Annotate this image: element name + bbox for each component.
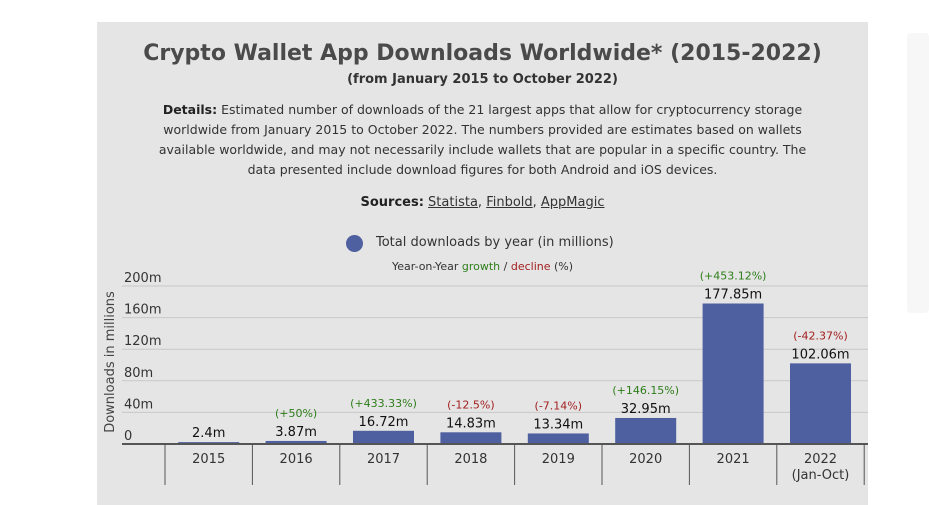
bar-2016 xyxy=(265,440,327,444)
sources-line: Sources: Statista, Finbold, AppMagic xyxy=(360,195,605,210)
y-axis-label: Downloads in millions xyxy=(103,291,118,433)
yoy-label: (-42.37%) xyxy=(793,329,848,342)
value-label: 177.85m xyxy=(704,287,762,302)
value-label: 102.06m xyxy=(791,347,849,362)
chart-subtitle: (from January 2015 to October 2022) xyxy=(347,72,618,87)
yoy-label: (+146.15%) xyxy=(612,384,679,397)
source-link-statista[interactable]: Statista xyxy=(428,195,478,210)
x-tick-label: 2019 xyxy=(542,452,575,467)
x-tick-label: 2016 xyxy=(280,452,313,467)
y-tick-label: 80m xyxy=(124,366,153,381)
infographic-panel: Crypto Wallet App Downloads Worldwide* (… xyxy=(97,22,868,505)
sources-label: Sources: xyxy=(360,195,424,210)
chart-title: Crypto Wallet App Downloads Worldwide* (… xyxy=(143,41,822,66)
value-label: 3.87m xyxy=(275,425,317,440)
details-label: Details: xyxy=(162,102,218,117)
yoy-label: (+433.33%) xyxy=(350,397,417,410)
y-tick-label: 40m xyxy=(124,397,153,412)
yoy-note: Year-on-Year growth / decline (%) xyxy=(97,260,868,273)
bar-2021 xyxy=(702,303,764,444)
yoy-label: (+453.12%) xyxy=(700,269,767,282)
legend-swatch xyxy=(346,235,363,252)
yoy-label: (-7.14%) xyxy=(535,399,583,412)
yoy-suffix: (%) xyxy=(550,260,574,273)
bar-2018 xyxy=(440,432,502,444)
side-panel-edge xyxy=(907,33,929,313)
yoy-separator: / xyxy=(500,260,511,273)
value-label: 2.4m xyxy=(192,426,225,441)
y-tick-label: 120m xyxy=(124,334,161,349)
x-tick-label: 2017 xyxy=(367,452,400,467)
y-tick-label: 200m xyxy=(124,271,161,286)
source-link-finbold[interactable]: Finbold xyxy=(486,195,533,210)
yoy-label: (+50%) xyxy=(275,407,317,420)
details-text: Estimated number of downloads of the 21 … xyxy=(158,102,807,177)
x-tick-label: 2018 xyxy=(454,452,487,467)
bar-chart: 0 40m 80m 120m 160m 200m Downloads in millions… xyxy=(103,269,868,485)
bar-2020 xyxy=(615,417,677,444)
x-tick-label: 2021 xyxy=(717,452,750,467)
value-label: 13.34m xyxy=(533,417,583,432)
yoy-growth-word: growth xyxy=(461,260,501,273)
details-paragraph: Details: Estimated number of downloads o… xyxy=(157,100,808,180)
yoy-decline-word: decline xyxy=(510,260,551,273)
bar-2017 xyxy=(353,430,414,444)
value-label: 32.95m xyxy=(621,402,671,417)
value-label: 16.72m xyxy=(359,415,409,430)
x-tick-label: 2022 xyxy=(804,452,837,467)
y-tick-label: 160m xyxy=(124,303,161,318)
x-tick-label: (Jan-Oct) xyxy=(792,468,850,483)
bar-2022 xyxy=(790,363,851,444)
yoy-label: (-12.5%) xyxy=(447,398,495,411)
legend-label: Total downloads by year (in millions) xyxy=(376,235,614,250)
y-tick-label: 0 xyxy=(124,429,132,444)
value-label: 14.83m xyxy=(446,416,496,431)
x-tick-label: 2015 xyxy=(192,452,225,467)
source-link-appmagic[interactable]: AppMagic xyxy=(540,195,605,210)
yoy-prefix: Year-on-Year xyxy=(391,260,462,273)
bar-2019 xyxy=(527,433,589,444)
x-tick-label: 2020 xyxy=(629,452,662,467)
